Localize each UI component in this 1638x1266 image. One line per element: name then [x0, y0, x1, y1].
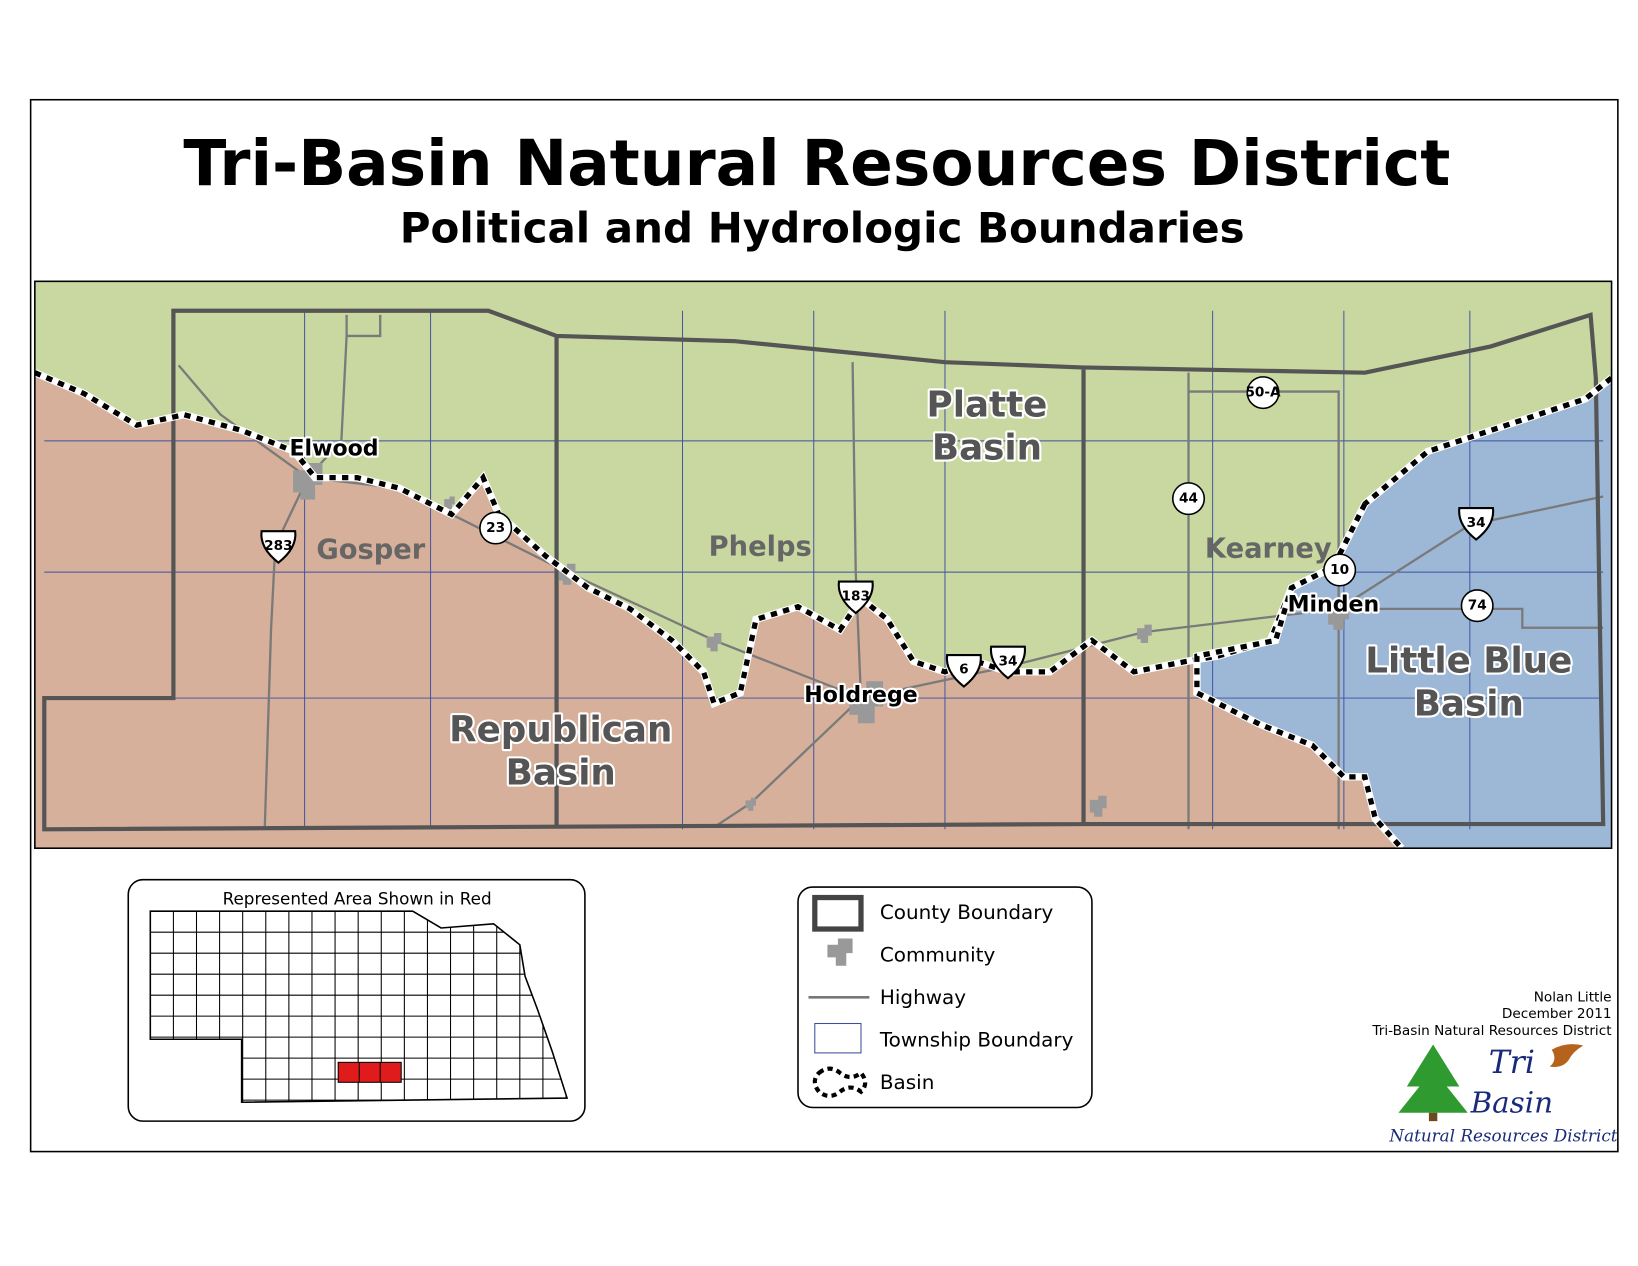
highway-label: 34 [998, 653, 1017, 669]
highway-shield [1246, 376, 1280, 410]
community [706, 633, 722, 652]
legend-frame [797, 886, 1093, 1109]
credit-line: Tri-Basin Natural Resources District [1371, 1023, 1612, 1039]
credit-line: Nolan Little [1534, 989, 1612, 1005]
highway-label: 44 [1179, 491, 1198, 507]
legend-labels: County Boundary Community Highway Township … [879, 900, 1074, 1094]
community-label: Holdrege [804, 683, 917, 708]
highway-shield [479, 511, 513, 545]
highlighted-counties [337, 1061, 402, 1083]
highway-shield [1171, 482, 1206, 516]
highway-label: 50-A [1245, 385, 1281, 401]
highway [851, 362, 863, 699]
community [1089, 795, 1107, 817]
nebraska-outline [149, 910, 569, 1104]
community [849, 681, 884, 724]
highway [263, 477, 309, 830]
legend-label: Basin [880, 1070, 934, 1094]
highway-label: 23 [486, 520, 505, 536]
highway-label: 10 [1330, 562, 1349, 578]
legend-swatch [812, 894, 864, 932]
basin-label: Platte [927, 384, 1048, 425]
highway-label: 34 [1467, 515, 1486, 531]
highway-shield [945, 653, 982, 688]
logo-text: Natural Resources District [1388, 1125, 1617, 1145]
basin-line [1193, 502, 1405, 849]
little-blue-basin-area [1196, 377, 1612, 849]
basin-label: Basin [1414, 683, 1524, 724]
highway-shield [1460, 589, 1494, 623]
highway-shield [1458, 507, 1495, 541]
community-label: Elwood [290, 436, 379, 461]
community-label: Minden [1288, 593, 1380, 618]
legend-label: Community [880, 942, 996, 966]
county-label: Phelps [709, 531, 812, 562]
community [1328, 603, 1350, 630]
logo: Tri Basin Natural Resources District [1388, 1044, 1618, 1145]
legend-swatch [827, 938, 853, 966]
legend-label: County Boundary [880, 900, 1054, 924]
basin-label: Republican [449, 710, 672, 751]
logo-text: Basin [1470, 1085, 1553, 1119]
highway-label: 283 [264, 538, 292, 554]
platte-basin-area [34, 281, 1612, 704]
highway-label: 6 [959, 662, 968, 678]
community [745, 797, 757, 811]
basin-line [34, 370, 1612, 707]
legend-swatch [814, 1022, 862, 1054]
community [444, 496, 455, 510]
county-label: Gosper [316, 535, 425, 566]
legend-label: Township Boundary [879, 1027, 1074, 1051]
inset-title: Represented Area Shown in Red [223, 889, 492, 909]
county-boundaries [42, 308, 1606, 832]
highway-shield [260, 530, 297, 564]
county-label: Kearney [1205, 534, 1332, 565]
highway-shield [1323, 553, 1357, 587]
highway-label: 183 [842, 588, 870, 604]
highway [1187, 372, 1340, 830]
legend-label: Highway [880, 985, 966, 1009]
legend-swatch [812, 1066, 868, 1099]
map-frame [34, 280, 1613, 849]
subtitle: Political and Hydrologic Boundaries [400, 203, 1245, 252]
community [1137, 624, 1152, 643]
basin-label: Basin [506, 753, 616, 794]
basin-label: Basin [932, 427, 1042, 468]
credit-line: December 2011 [1502, 1006, 1612, 1022]
basin-label: Little Blue [1365, 640, 1572, 681]
highway-label: 74 [1468, 598, 1487, 614]
logo-text: Tri [1489, 1045, 1535, 1081]
highway-shield [989, 645, 1026, 680]
highway-shield [837, 580, 874, 615]
title: Tri-Basin Natural Resources District [183, 127, 1450, 200]
